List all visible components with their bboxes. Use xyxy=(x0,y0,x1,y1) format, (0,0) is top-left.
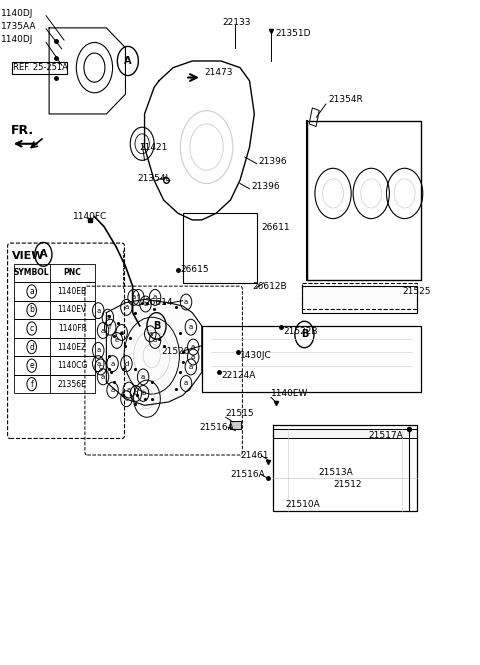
Text: 1140EZ: 1140EZ xyxy=(58,342,87,352)
Text: 21516A: 21516A xyxy=(230,470,265,479)
Text: 21396: 21396 xyxy=(251,182,280,192)
Text: 1140FC: 1140FC xyxy=(73,212,107,221)
Text: e: e xyxy=(115,337,119,343)
Text: a: a xyxy=(96,308,100,314)
Text: 21517A: 21517A xyxy=(369,431,404,440)
Text: B: B xyxy=(301,329,308,340)
Text: 1735AA: 1735AA xyxy=(1,22,37,31)
Text: 21473: 21473 xyxy=(204,68,233,77)
Text: 21354R: 21354R xyxy=(328,95,363,104)
Bar xyxy=(14,375,95,394)
Text: a: a xyxy=(189,364,193,370)
Text: 26611: 26611 xyxy=(262,223,290,232)
Text: 21461: 21461 xyxy=(240,451,268,460)
Bar xyxy=(14,282,95,301)
Text: 21421: 21421 xyxy=(140,142,168,152)
Text: 1430JC: 1430JC xyxy=(240,351,272,360)
Text: REF. 25-251A: REF. 25-251A xyxy=(13,63,68,72)
Text: 21522B: 21522B xyxy=(283,327,317,336)
Text: 21515: 21515 xyxy=(226,409,254,418)
Bar xyxy=(14,319,95,338)
Text: VIEW: VIEW xyxy=(12,251,45,261)
Bar xyxy=(14,338,95,356)
Text: 21520: 21520 xyxy=(161,346,190,356)
Text: d: d xyxy=(29,342,34,352)
Text: f: f xyxy=(137,295,140,301)
Text: A: A xyxy=(124,56,132,66)
Polygon shape xyxy=(274,428,417,438)
Text: a: a xyxy=(191,344,195,350)
Text: a: a xyxy=(189,325,193,331)
Bar xyxy=(309,108,319,126)
Text: f: f xyxy=(109,325,111,331)
Text: a: a xyxy=(101,328,105,334)
Text: 1140FR: 1140FR xyxy=(58,324,87,333)
Bar xyxy=(14,301,95,319)
Text: a: a xyxy=(141,374,145,380)
Text: a: a xyxy=(148,331,153,337)
Text: b: b xyxy=(141,390,145,396)
Text: a: a xyxy=(184,380,188,386)
Text: a: a xyxy=(106,315,110,321)
Text: 21516A: 21516A xyxy=(199,423,234,432)
Text: f: f xyxy=(30,380,33,388)
Bar xyxy=(14,263,95,282)
Bar xyxy=(183,213,257,283)
Text: c: c xyxy=(124,396,128,402)
Text: a: a xyxy=(29,287,34,296)
Text: 21513A: 21513A xyxy=(319,468,353,477)
Text: a: a xyxy=(96,360,100,366)
Text: 21356E: 21356E xyxy=(58,380,87,388)
Text: a: a xyxy=(153,337,157,343)
Polygon shape xyxy=(302,286,417,313)
Text: a: a xyxy=(153,295,157,301)
Text: 21512: 21512 xyxy=(333,480,361,489)
Text: 1140EB: 1140EB xyxy=(58,287,87,296)
Text: a: a xyxy=(110,360,115,366)
Text: d: d xyxy=(124,360,129,366)
Bar xyxy=(12,63,67,74)
Text: 21354L: 21354L xyxy=(137,174,171,184)
Text: 21351D: 21351D xyxy=(276,29,312,38)
Text: e: e xyxy=(29,361,34,370)
Text: b: b xyxy=(144,301,148,307)
Text: a: a xyxy=(184,299,188,305)
Text: 26615: 26615 xyxy=(180,265,209,274)
Text: c: c xyxy=(30,324,34,333)
Text: 21396: 21396 xyxy=(258,157,287,166)
Text: a: a xyxy=(96,347,100,353)
Bar xyxy=(230,420,241,428)
Text: 1140EV: 1140EV xyxy=(58,305,87,315)
Text: a: a xyxy=(132,295,136,301)
Text: FR.: FR. xyxy=(11,124,34,137)
Text: 21510A: 21510A xyxy=(285,500,320,509)
Text: a: a xyxy=(101,374,105,380)
Text: 1140DJ: 1140DJ xyxy=(1,35,34,45)
Text: 26614: 26614 xyxy=(144,298,173,307)
Text: a: a xyxy=(124,305,129,311)
Text: SYMBOL: SYMBOL xyxy=(14,269,49,277)
Text: 22133: 22133 xyxy=(222,18,251,27)
Text: 1140EW: 1140EW xyxy=(271,389,308,398)
Text: a: a xyxy=(110,387,115,393)
Text: 1140DJ: 1140DJ xyxy=(1,9,34,18)
Text: 26612B: 26612B xyxy=(252,282,287,291)
Text: 22124A: 22124A xyxy=(221,371,255,380)
Text: a: a xyxy=(120,329,124,336)
Text: a: a xyxy=(127,387,131,393)
Text: 1140CG: 1140CG xyxy=(57,361,87,370)
Text: c: c xyxy=(99,364,103,370)
Bar xyxy=(14,356,95,375)
Text: b: b xyxy=(134,390,138,396)
Text: A: A xyxy=(40,249,47,259)
Text: 21525: 21525 xyxy=(402,287,431,296)
Text: b: b xyxy=(29,305,34,315)
Text: a: a xyxy=(191,354,195,360)
Text: PNC: PNC xyxy=(63,269,81,277)
Text: B: B xyxy=(153,321,160,331)
